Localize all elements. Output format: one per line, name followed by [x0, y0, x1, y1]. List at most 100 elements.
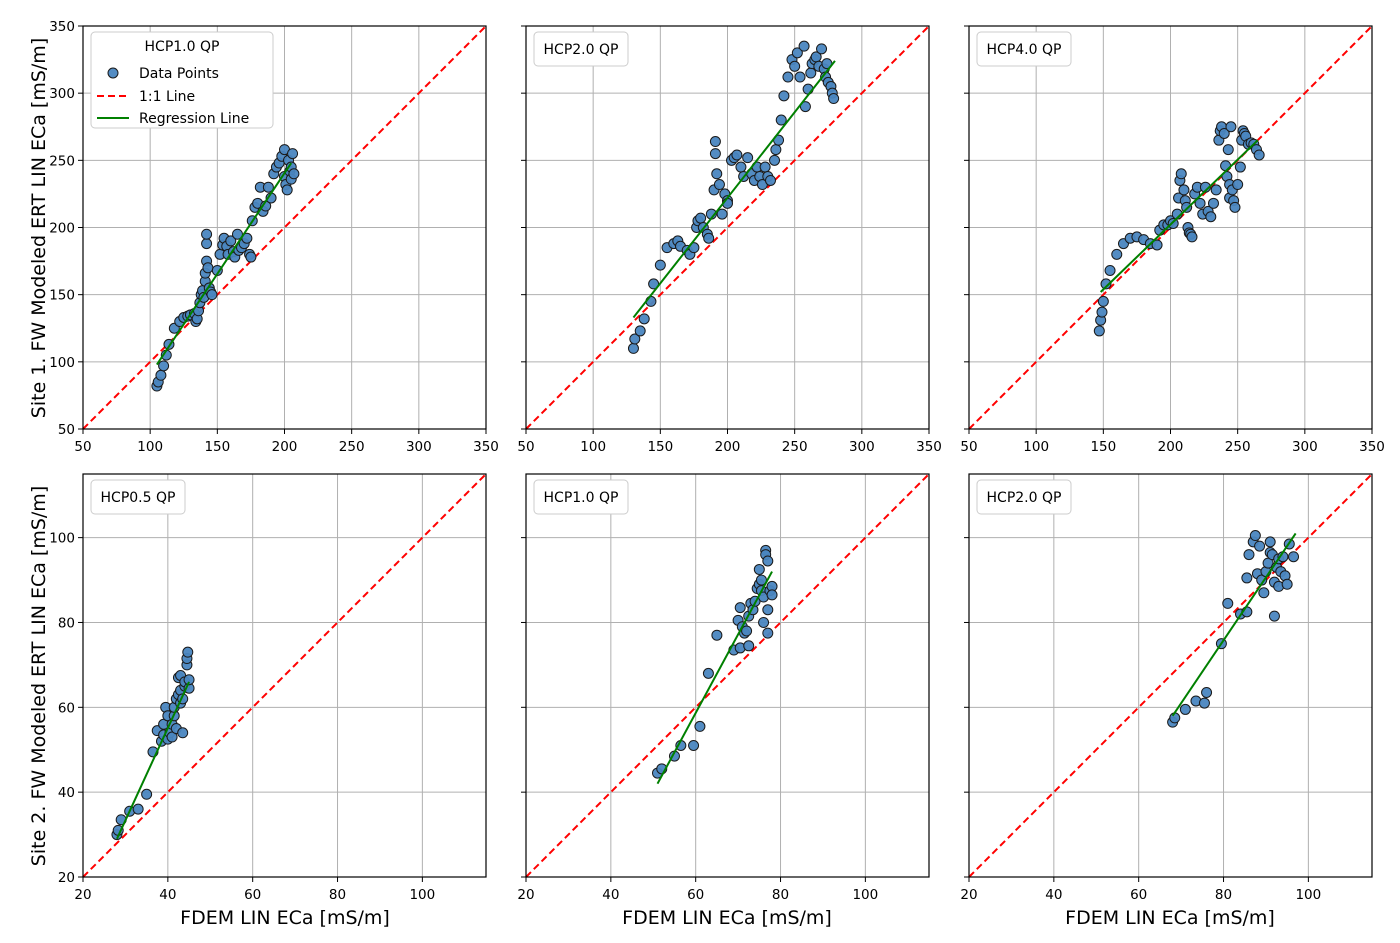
data-point [709, 148, 721, 160]
legend-title: HCP2.0 QP [544, 42, 619, 58]
regression-line [156, 162, 293, 366]
data-point [182, 646, 194, 658]
data-point [702, 667, 714, 679]
data-point [1111, 248, 1123, 260]
legend-box [533, 31, 629, 67]
data-point [1198, 697, 1210, 709]
plot-frame [525, 25, 930, 430]
data-point [202, 262, 214, 274]
x-tick-label: 20 [960, 887, 977, 903]
legend-label-data-points: Data Points [139, 66, 219, 82]
data-point [762, 627, 774, 639]
data-point [1234, 161, 1246, 173]
x-tick-label: 150 [647, 439, 673, 455]
x-tick-label: 80 [1215, 887, 1232, 903]
data-point [155, 369, 167, 381]
x-tick-label: 200 [272, 439, 298, 455]
data-point [634, 325, 646, 337]
data-point [1201, 686, 1213, 698]
x-tick-label: 250 [339, 439, 365, 455]
legend-label-one-to-one: 1:1 Line [139, 89, 195, 105]
data-point [805, 67, 817, 79]
x-tick-label: 20 [74, 887, 91, 903]
x-tick-label: 100 [852, 887, 878, 903]
data-point [742, 152, 754, 164]
data-point [1268, 610, 1280, 622]
y-tick-label: 80 [58, 615, 75, 631]
x-tick-label: 60 [1130, 887, 1147, 903]
data-point [734, 602, 746, 614]
scatter-panel-4: 20 40 60 80 100 20 40 60 80 100 HCP0.5 QP [49, 473, 487, 903]
data-point [753, 563, 765, 575]
one-to-one-line [525, 25, 930, 430]
legend-marker-data-points [107, 67, 119, 79]
y-tick-label: 200 [49, 221, 75, 237]
x-tick-label: 100 [1295, 887, 1321, 903]
data-point [654, 259, 666, 271]
x-tick-label: 150 [204, 439, 230, 455]
legend: HCP1.0 QP Data Points 1:1 Line Regression L… [90, 31, 274, 129]
x-axis-label-col2: FDEM LIN ECa [mS/m] [622, 907, 832, 929]
x-tick-label: 300 [1292, 439, 1318, 455]
data-point [1241, 572, 1253, 584]
data-point [713, 179, 725, 191]
legend-label-regression: Regression Line [139, 111, 249, 127]
data-point [141, 788, 153, 800]
regression-line [656, 571, 773, 785]
data-point [629, 333, 641, 345]
data-point [288, 168, 300, 180]
data-point [1097, 295, 1109, 307]
legend: HCP0.5 QP [90, 479, 186, 515]
legend-title: HCP2.0 QP [987, 490, 1062, 506]
data-point [782, 71, 794, 83]
data-point [789, 60, 801, 72]
x-tick-label: 350 [473, 439, 499, 455]
data-point [281, 184, 293, 196]
data-point [1205, 211, 1217, 223]
x-tick-label: 300 [406, 439, 432, 455]
x-axis-label-col1: FDEM LIN ECa [mS/m] [180, 907, 390, 929]
x-tick-label: 80 [772, 887, 789, 903]
one-to-one-line [82, 25, 487, 430]
legend-box [533, 479, 629, 515]
data-point [735, 161, 747, 173]
data-point [1254, 540, 1266, 552]
legend: HCP2.0 QP [976, 479, 1072, 515]
data-point [1207, 197, 1219, 209]
legend-title: HCP1.0 QP [544, 490, 619, 506]
x-tick-label: 250 [1225, 439, 1251, 455]
data-point [206, 289, 218, 301]
x-tick-label: 60 [687, 887, 704, 903]
data-point [711, 629, 723, 641]
data-point [1151, 239, 1163, 251]
one-to-one-line [525, 473, 930, 878]
x-tick-label: 350 [916, 439, 942, 455]
scatter-panel-5: 20 40 60 80 100 HCP1.0 QP [517, 473, 930, 903]
x-tick-label: 100 [580, 439, 606, 455]
data-point [1210, 184, 1222, 196]
data-point [791, 47, 803, 59]
legend-box [90, 479, 186, 515]
data-point [778, 90, 790, 102]
data-point [1178, 184, 1190, 196]
data-point [762, 555, 774, 567]
data-point [1249, 530, 1261, 542]
data-point [1093, 325, 1105, 337]
data-point [688, 739, 700, 751]
data-point [201, 228, 213, 240]
y-tick-label: 20 [58, 870, 75, 886]
y-tick-label: 40 [58, 785, 75, 801]
data-point [201, 238, 213, 250]
x-tick-label: 200 [1158, 439, 1184, 455]
data-point [183, 674, 195, 686]
data-point [1229, 201, 1241, 213]
data-point [1175, 168, 1187, 180]
data-point [775, 114, 787, 126]
data-point [1194, 197, 1206, 209]
data-point [1096, 306, 1108, 318]
data-point [1167, 217, 1179, 229]
x-tick-label: 100 [409, 887, 435, 903]
data-point [1243, 549, 1255, 561]
data-point [158, 360, 170, 372]
